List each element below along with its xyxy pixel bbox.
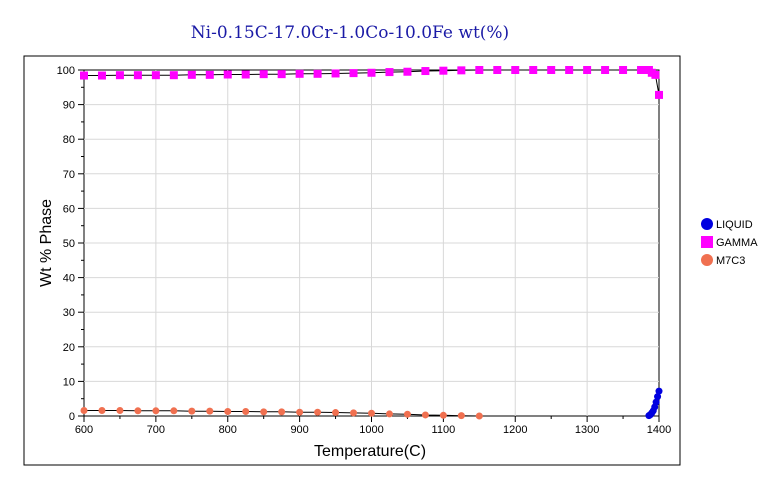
gamma-data-point [511, 66, 520, 74]
gamma-data-point [241, 70, 250, 79]
y-tick-label: 0 [69, 411, 75, 423]
gamma-data-point [295, 69, 304, 78]
m7c3-data-point [206, 407, 214, 415]
gamma-data-point [529, 66, 538, 74]
m7c3-data-point [368, 409, 375, 417]
chart-title: Ni-0.15C-17.0Cr-1.0Co-10.0Fe wt(%) [191, 23, 509, 43]
y-tick-label: 100 [57, 65, 75, 77]
legend-m7c3-swatch [701, 254, 713, 266]
m7c3-data-point [260, 408, 268, 416]
gamma-data-point [457, 66, 466, 75]
gamma-data-point [565, 66, 574, 74]
x-axis-label: Temperature(C) [314, 443, 426, 460]
x-tick-label: 600 [75, 424, 93, 436]
m7c3-data-point [134, 407, 142, 415]
gamma-data-point [223, 70, 232, 79]
outer-frame [23, 55, 681, 466]
gamma-data-point [169, 71, 178, 80]
gamma-data-point [349, 69, 358, 78]
m7c3-data-point [98, 406, 106, 414]
x-tick-label: 700 [147, 424, 165, 436]
liquid-data-point [655, 387, 663, 395]
m7c3-data-point [332, 409, 340, 417]
gamma-data-point [277, 70, 286, 79]
liquid-data-point [654, 393, 662, 401]
m7c3-data-point [403, 410, 411, 418]
legend-gamma-swatch [701, 236, 713, 248]
liquid-data-point [652, 398, 660, 406]
gamma-data-point [475, 66, 484, 74]
gamma-data-point [151, 71, 160, 80]
gamma-data-point [331, 69, 340, 78]
m7c3-data-point [80, 406, 88, 414]
y-tick-label: 80 [63, 134, 75, 146]
legend-gamma-label: GAMMA [716, 237, 758, 249]
m7c3-data-point [475, 412, 483, 420]
m7c3-data-point [421, 411, 429, 419]
gamma-data-point [187, 70, 196, 79]
m7c3-data-point [439, 411, 447, 419]
gamma-data-point [259, 70, 268, 79]
gamma-data-point [80, 71, 88, 80]
y-tick-label: 70 [63, 169, 75, 181]
m7c3-data-point [188, 407, 196, 415]
x-tick-label: 1000 [359, 424, 383, 436]
gamma-data-point [403, 67, 412, 76]
gamma-data-point [601, 66, 610, 74]
m7c3-data-point [278, 408, 286, 416]
y-axis-label: Wt % Phase [38, 199, 55, 287]
gamma-data-point [583, 66, 592, 74]
gamma-data-point [651, 70, 660, 79]
y-tick-label: 20 [63, 342, 75, 354]
m7c3-data-point [152, 407, 160, 415]
m7c3-data-point [350, 409, 358, 417]
gamma-data-point [421, 67, 430, 76]
x-tick-label: 800 [219, 424, 237, 436]
gamma-data-point [205, 70, 214, 79]
m7c3-data-point [116, 406, 124, 414]
y-tick-label: 50 [63, 238, 75, 250]
gamma-data-point [547, 66, 556, 74]
legend-liquid-label: LIQUID [716, 219, 753, 231]
m7c3-data-point [224, 408, 232, 416]
m7c3-data-point [385, 410, 393, 418]
m7c3-data-point [457, 412, 465, 420]
m7c3-data-point [242, 408, 250, 416]
gamma-data-point [367, 68, 376, 77]
m7c3-data-point [170, 407, 178, 415]
legend-liquid-swatch [701, 218, 713, 230]
x-tick-label: 1100 [432, 424, 456, 436]
gamma-data-point [313, 69, 322, 78]
y-tick-label: 90 [63, 100, 75, 112]
gamma-data-point [385, 68, 394, 77]
gamma-data-point [493, 66, 502, 74]
y-tick-label: 40 [63, 273, 75, 285]
gamma-data-point [637, 66, 646, 74]
x-tick-label: 1200 [503, 424, 527, 436]
gamma-data-point [115, 71, 124, 80]
y-tick-label: 10 [63, 376, 75, 388]
x-tick-label: 1300 [575, 424, 599, 436]
m7c3-data-point [314, 408, 322, 416]
gamma-data-point [655, 90, 663, 99]
legend-m7c3-label: M7C3 [716, 255, 745, 267]
x-tick-label: 1400 [647, 424, 671, 436]
gamma-data-point [97, 71, 106, 80]
y-tick-label: 30 [63, 307, 75, 319]
gamma-data-point [619, 66, 628, 74]
gamma-data-point [439, 66, 448, 75]
x-tick-label: 900 [290, 424, 308, 436]
y-tick-label: 60 [63, 203, 75, 215]
m7c3-data-point [296, 408, 304, 416]
gamma-data-point [133, 71, 142, 80]
